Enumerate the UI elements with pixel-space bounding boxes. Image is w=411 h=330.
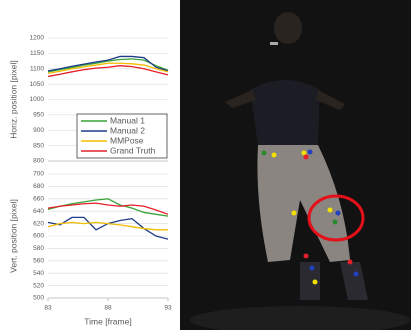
x-tick-label: 93 [164, 305, 172, 312]
photo [180, 0, 411, 330]
y-tick-label: 540 [33, 270, 44, 277]
keypoint [309, 265, 315, 271]
photo-background [180, 0, 411, 330]
legend-label: Grand Truth [110, 145, 156, 155]
series-line [47, 58, 169, 73]
y-tick-label: 1200 [30, 35, 45, 42]
x-axis-label: Time [frame] [84, 316, 131, 326]
skates [300, 262, 368, 300]
y-tick-label: 520 [33, 282, 44, 289]
y-tick-label: 600 [33, 233, 44, 240]
y-tick-label: 900 [33, 127, 44, 134]
keypoint [301, 150, 307, 156]
arms [225, 90, 345, 110]
x-tick-label: 83 [44, 305, 52, 312]
keypoint [347, 259, 353, 265]
keypoint [327, 207, 333, 213]
keypoint [332, 219, 338, 225]
glasses [270, 42, 278, 45]
series-line [47, 198, 169, 217]
keypoint [303, 154, 309, 160]
keypoint [291, 210, 297, 216]
y-tick-label: 560 [33, 258, 44, 265]
legend-label: MMPose [110, 135, 144, 145]
y-tick-label: 950 [33, 112, 44, 119]
y-tick-label: 1150 [30, 50, 44, 57]
floor-ring [190, 306, 410, 330]
keypoint [261, 150, 267, 156]
keypoint [312, 279, 318, 285]
keypoint [335, 210, 341, 216]
y-tick-label: 640 [33, 208, 44, 215]
legend-label: Manual 1 [110, 115, 145, 125]
keypoint [307, 149, 313, 155]
y-tick-label: 580 [33, 245, 44, 252]
y-tick-label: 680 [33, 183, 44, 190]
y-tick-label: 660 [33, 196, 44, 203]
series-line [47, 65, 169, 78]
y-tick-label: 1050 [30, 81, 45, 88]
keypoint [303, 253, 309, 259]
series-line [47, 202, 169, 215]
torso [250, 80, 320, 145]
y-tick-label: 800 [33, 158, 44, 165]
charts: 800 850 900 950 1000 1050 1100 1150 1200 Horiz. p… [8, 35, 172, 327]
legend-label: Manual 2 [110, 125, 145, 135]
trousers [257, 145, 350, 262]
keypoint [353, 271, 359, 277]
series-line [47, 221, 168, 231]
keypoint [271, 152, 277, 158]
y-tick-label: 620 [33, 220, 44, 227]
y-tick-label: 1000 [30, 96, 45, 103]
y-axis-label: Horiz. position [pixel] [8, 60, 18, 138]
series-line [47, 55, 169, 72]
y-tick-label: 850 [33, 142, 44, 149]
y-tick-label: 700 [33, 171, 44, 178]
y-tick-label: 1100 [30, 65, 44, 72]
y-axis-label: Vert. position [pixel] [8, 199, 18, 273]
y-tick-label: 500 [33, 295, 44, 302]
x-tick-label: 88 [104, 305, 112, 312]
highlight-circle [307, 194, 365, 242]
head [274, 12, 302, 44]
series-line [47, 62, 169, 75]
